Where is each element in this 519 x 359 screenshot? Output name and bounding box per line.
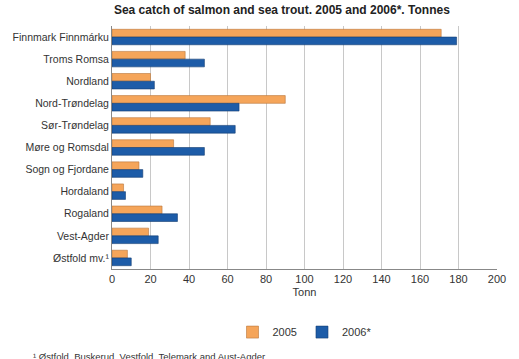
svg-text:¹ Østfold, Buskerud, Vestfold,: ¹ Østfold, Buskerud, Vestfold, Telemark … <box>33 351 267 359</box>
svg-text:180: 180 <box>449 273 467 285</box>
svg-text:2006*: 2006* <box>342 326 371 338</box>
svg-text:Hordaland: Hordaland <box>60 185 109 197</box>
svg-text:Tonn: Tonn <box>293 286 317 298</box>
svg-text:Møre og Romsdal: Møre og Romsdal <box>25 141 108 153</box>
svg-text:Vest-Agder: Vest-Agder <box>57 230 109 242</box>
svg-text:0: 0 <box>109 273 115 285</box>
svg-text:80: 80 <box>260 273 272 285</box>
svg-text:200: 200 <box>488 273 506 285</box>
svg-text:Finnmark Finnmárku: Finnmark Finnmárku <box>13 31 109 43</box>
svg-text:Rogaland: Rogaland <box>64 207 109 219</box>
svg-text:2005: 2005 <box>273 326 297 338</box>
svg-text:Sogn og Fjordane: Sogn og Fjordane <box>25 163 109 175</box>
svg-text:140: 140 <box>372 273 390 285</box>
svg-text:60: 60 <box>221 273 233 285</box>
svg-text:160: 160 <box>411 273 429 285</box>
svg-text:Sør-Trøndelag: Sør-Trøndelag <box>41 119 109 131</box>
svg-text:40: 40 <box>183 273 195 285</box>
svg-text:Troms Romsa: Troms Romsa <box>43 53 109 65</box>
svg-text:Sea catch of salmon and sea tr: Sea catch of salmon and sea trout. 2005 … <box>114 3 450 17</box>
svg-text:Østfold mv.¹: Østfold mv.¹ <box>53 252 109 264</box>
svg-text:120: 120 <box>334 273 352 285</box>
svg-text:Nordland: Nordland <box>66 75 109 87</box>
svg-text:Nord-Trøndelag: Nord-Trøndelag <box>35 97 109 109</box>
svg-text:20: 20 <box>144 273 156 285</box>
svg-text:100: 100 <box>295 273 313 285</box>
